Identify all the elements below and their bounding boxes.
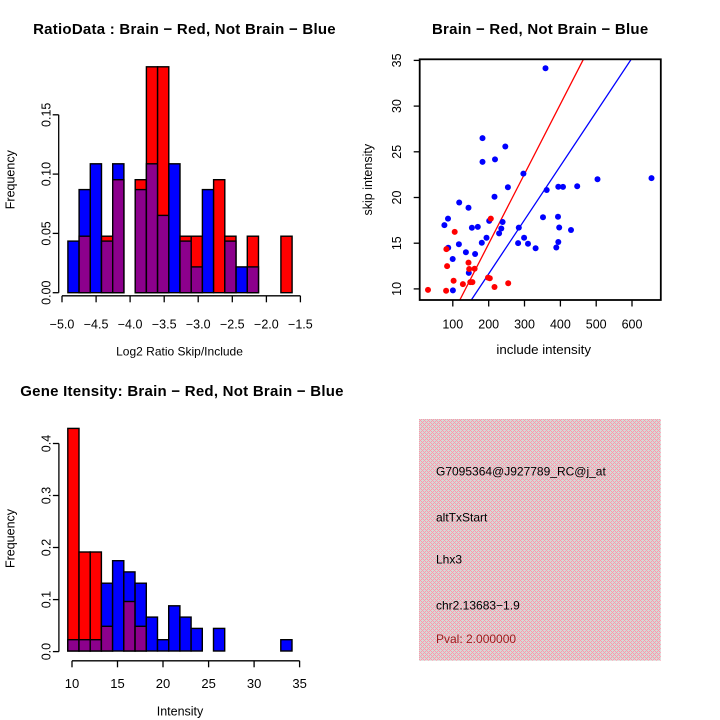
svg-text:15: 15 bbox=[110, 676, 124, 691]
svg-text:Log2 Ratio Skip/Include: Log2 Ratio Skip/Include bbox=[116, 345, 243, 359]
svg-text:25: 25 bbox=[390, 145, 404, 159]
svg-text:35: 35 bbox=[292, 676, 306, 691]
svg-text:−3.0: −3.0 bbox=[186, 318, 211, 332]
svg-text:30: 30 bbox=[390, 99, 404, 113]
svg-text:−5.0: −5.0 bbox=[50, 318, 75, 332]
svg-text:Pval: 2.000000: Pval: 2.000000 bbox=[436, 632, 516, 646]
svg-text:−1.5: −1.5 bbox=[288, 318, 313, 332]
svg-text:0.05: 0.05 bbox=[40, 221, 54, 245]
svg-text:300: 300 bbox=[514, 318, 535, 332]
svg-text:RatioData : Brain − Red, Not B: RatioData : Brain − Red, Not Brain − Blu… bbox=[33, 21, 336, 38]
svg-text:25: 25 bbox=[201, 676, 215, 691]
svg-text:0.0: 0.0 bbox=[40, 643, 54, 660]
svg-text:skip intensity: skip intensity bbox=[361, 143, 375, 215]
svg-text:200: 200 bbox=[478, 318, 499, 332]
svg-text:Lhx3: Lhx3 bbox=[436, 553, 462, 567]
svg-text:−2.0: −2.0 bbox=[254, 318, 279, 332]
svg-text:20: 20 bbox=[156, 676, 170, 691]
svg-text:0.15: 0.15 bbox=[40, 103, 54, 127]
svg-text:0.3: 0.3 bbox=[40, 487, 54, 504]
svg-text:Gene Itensity: Brain − Red, No: Gene Itensity: Brain − Red, Not Brain − … bbox=[20, 383, 344, 400]
svg-text:0.00: 0.00 bbox=[40, 280, 54, 304]
svg-text:−4.5: −4.5 bbox=[84, 318, 109, 332]
svg-text:10: 10 bbox=[65, 676, 79, 691]
svg-text:include intensity: include intensity bbox=[496, 342, 591, 357]
svg-text:chr2.13683−1.9: chr2.13683−1.9 bbox=[436, 599, 520, 613]
svg-text:−3.5: −3.5 bbox=[152, 318, 177, 332]
svg-text:−2.5: −2.5 bbox=[220, 318, 245, 332]
svg-text:100: 100 bbox=[442, 318, 463, 332]
svg-text:10: 10 bbox=[390, 282, 404, 296]
svg-text:Frequency: Frequency bbox=[4, 149, 18, 209]
svg-text:Brain − Red, Not Brain − Blue: Brain − Red, Not Brain − Blue bbox=[432, 21, 648, 38]
svg-text:Frequency: Frequency bbox=[4, 508, 18, 568]
svg-text:0.1: 0.1 bbox=[40, 591, 54, 608]
svg-text:Intensity: Intensity bbox=[157, 705, 204, 719]
svg-text:20: 20 bbox=[390, 191, 404, 205]
svg-text:600: 600 bbox=[622, 318, 643, 332]
svg-text:−4.0: −4.0 bbox=[118, 318, 143, 332]
svg-text:G7095364@J927789_RC@j_at: G7095364@J927789_RC@j_at bbox=[436, 464, 606, 478]
svg-text:400: 400 bbox=[550, 318, 571, 332]
svg-text:0.10: 0.10 bbox=[40, 162, 54, 186]
svg-text:35: 35 bbox=[390, 53, 404, 67]
svg-text:0.4: 0.4 bbox=[40, 435, 54, 452]
svg-text:30: 30 bbox=[247, 676, 261, 691]
svg-text:0.2: 0.2 bbox=[40, 539, 54, 556]
svg-text:15: 15 bbox=[390, 236, 404, 250]
svg-text:500: 500 bbox=[586, 318, 607, 332]
svg-text:altTxStart: altTxStart bbox=[436, 511, 488, 525]
